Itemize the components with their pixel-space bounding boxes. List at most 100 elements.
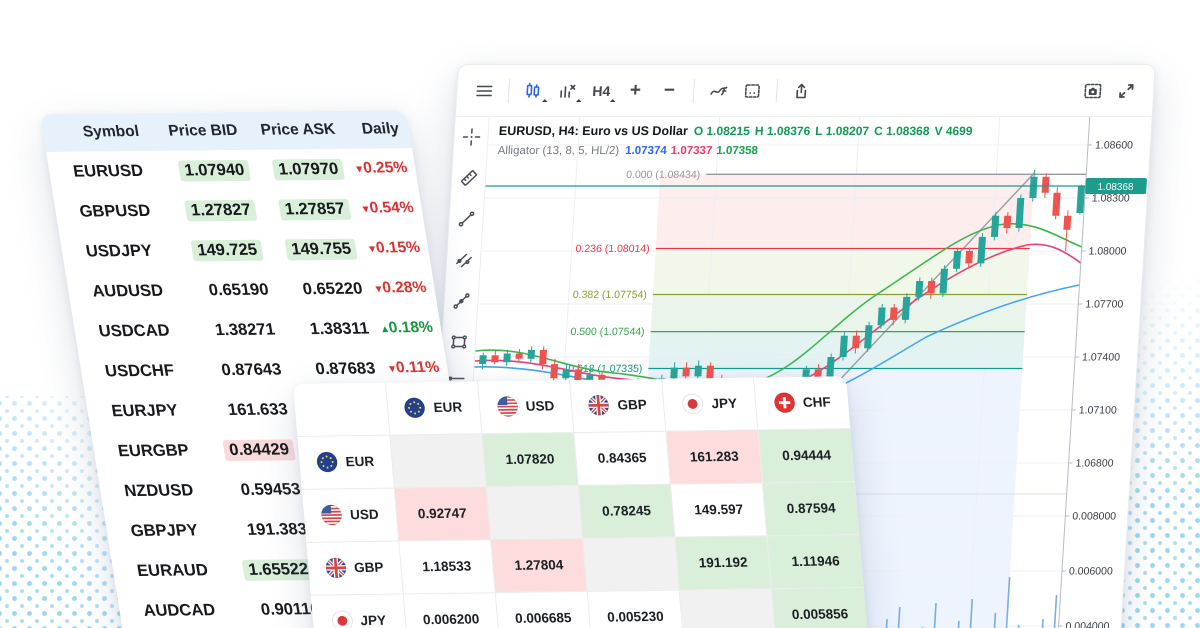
plus-icon: +	[629, 80, 642, 101]
crosshair-tool[interactable]	[458, 125, 483, 149]
quote-ask: 1.07970	[256, 158, 353, 181]
col-symbol: Symbol	[81, 122, 141, 141]
quote-row-AUDUSD[interactable]: AUDUSD 0.65190 0.65220 ▾0.28%	[65, 268, 437, 312]
matrix-cell[interactable]: 0.006200	[402, 592, 500, 628]
currency-code: CHF	[802, 394, 832, 411]
quote-symbol: USDJPY	[84, 241, 154, 261]
zoom-in-button[interactable]: +	[617, 74, 653, 108]
currency-code: JPY	[359, 612, 387, 628]
chart-type-button[interactable]	[515, 74, 551, 108]
fib-retracement[interactable]: 0.000 (1.08434) 0.236 (1.08014) 0.382 (1.0…	[568, 169, 1087, 375]
trendline-tool[interactable]	[453, 207, 478, 231]
matrix-cell[interactable]	[486, 485, 583, 540]
alligator-lips-value: 1.07358	[715, 145, 759, 157]
quote-row-USDJPY[interactable]: USDJPY 149.725 149.755 ▾0.15%	[59, 228, 431, 272]
eur-flag-icon	[404, 397, 426, 419]
matrix-row-GBP: GBP 1.18533 1.27804 191.192 1.11946	[306, 534, 864, 595]
matrix-col-USD: USD	[477, 380, 574, 434]
matrix-cell[interactable]: 1.07820	[481, 432, 579, 487]
zoom-out-button[interactable]: −	[651, 74, 687, 108]
indicator-remove-button[interactable]	[549, 74, 585, 108]
quote-symbol: NZDUSD	[122, 480, 195, 500]
matrix-cell[interactable]	[582, 536, 680, 591]
legend-o: O 1.08215	[693, 124, 751, 138]
svg-text:0.006000: 0.006000	[1069, 566, 1114, 578]
quote-ask: 1.38311	[308, 319, 371, 338]
matrix-cell[interactable]: 0.005230	[587, 589, 684, 628]
matrix-row-label-USD: USD	[301, 487, 399, 542]
currency-code: JPY	[710, 396, 738, 412]
matrix-cell[interactable]: 1.18533	[398, 539, 495, 594]
matrix-corner-cell	[293, 382, 390, 436]
function-curve-icon	[709, 86, 727, 95]
svg-text:0.008000: 0.008000	[1072, 511, 1117, 523]
svg-text:0.236 (1.08014): 0.236 (1.08014)	[575, 243, 650, 255]
quote-daily-change: ▾0.25%	[355, 159, 409, 177]
currency-matrix-table: EUR USD GBP JPY CHF EUR 1.07820 0.84365 161.283…	[293, 376, 869, 628]
legend-h: H 1.08376	[754, 124, 811, 138]
symbol-title: EURUSD, H4: Euro vs US Dollar	[498, 124, 689, 138]
currency-code: USD	[349, 506, 380, 523]
matrix-cell[interactable]: 0.006685	[494, 590, 592, 628]
quote-bid: 0.65190	[207, 280, 270, 299]
matrix-cell[interactable]: 161.283	[665, 429, 763, 484]
quote-symbol: AUDUSD	[90, 281, 165, 300]
quote-symbol: EURGBP	[116, 440, 190, 460]
polyline-tool[interactable]	[448, 289, 473, 313]
calendar-button[interactable]	[734, 74, 770, 108]
chart-legend: EURUSD, H4: Euro vs US Dollar O 1.08215 H …	[497, 121, 978, 161]
currency-code: USD	[525, 398, 555, 414]
hamburger-icon	[476, 85, 493, 96]
quote-ask: 149.755	[268, 238, 365, 260]
indicators-button[interactable]	[700, 74, 736, 108]
jpy-flag-icon	[331, 610, 353, 628]
matrix-row-label-EUR: EUR	[297, 434, 394, 489]
matrix-cell[interactable]: 1.27804	[490, 537, 588, 593]
menu-button[interactable]	[466, 74, 502, 108]
matrix-cell[interactable]: 0.87594	[762, 481, 860, 536]
svg-text:1.08600: 1.08600	[1095, 140, 1134, 152]
matrix-row-label-GBP: GBP	[306, 540, 403, 595]
quote-symbol: USDCAD	[97, 321, 171, 340]
quote-symbol: EURAUD	[135, 560, 210, 580]
ruler-tool[interactable]	[456, 166, 481, 190]
quote-daily-change: ▾0.11%	[387, 358, 441, 377]
svg-text:0.004000: 0.004000	[1065, 621, 1110, 628]
fullscreen-button[interactable]	[1108, 74, 1144, 108]
alligator-teeth-value: 1.07337	[670, 145, 713, 157]
matrix-cell[interactable]: 0.92747	[393, 486, 491, 541]
gbp-flag-icon	[588, 395, 610, 416]
matrix-cell[interactable]: 0.78245	[578, 483, 675, 538]
share-button[interactable]	[783, 74, 819, 108]
screenshot-button[interactable]	[1074, 74, 1110, 108]
toolbar-divider	[692, 78, 696, 103]
matrix-cell[interactable]	[389, 433, 487, 488]
matrix-cell[interactable]: 0.94444	[758, 428, 855, 483]
chart-toolbar: H4 + −	[455, 65, 1155, 117]
matrix-cell[interactable]: 191.192	[674, 535, 772, 590]
matrix-cell[interactable]: 0.005856	[771, 587, 869, 628]
quote-bid: 149.725	[172, 239, 271, 261]
legend-v: V 4699	[934, 124, 973, 138]
quote-symbol: USDCHF	[103, 361, 176, 380]
matrix-cell[interactable]: 1.11946	[766, 534, 864, 589]
timeframe-button[interactable]: H4	[583, 74, 619, 108]
calendar-icon	[744, 83, 760, 98]
matrix-cell[interactable]: 149.597	[670, 482, 767, 537]
quote-row-EURUSD[interactable]: EURUSD 1.07940 1.07970 ▾0.25%	[46, 148, 418, 192]
quote-daily-change: ▾0.15%	[367, 239, 422, 257]
rectangle-tool[interactable]	[446, 330, 471, 354]
quote-ask: 1.27857	[262, 198, 359, 220]
matrix-cell[interactable]	[679, 588, 776, 628]
quote-row-USDCAD[interactable]: USDCAD 1.38271 1.38311 ▴0.18%	[72, 308, 444, 352]
matrix-header-row: EUR USD GBP JPY CHF	[293, 376, 851, 436]
quote-symbol: EURUSD	[71, 161, 145, 181]
matrix-col-EUR: EUR	[385, 381, 482, 435]
matrix-cell[interactable]: 0.84365	[573, 430, 671, 486]
quote-row-GBPUSD[interactable]: GBPUSD 1.27827 1.27857 ▾0.54%	[52, 188, 424, 232]
usd-flag-icon	[496, 396, 519, 418]
matrix-row-USD: USD 0.92747 0.78245 149.597 0.87594	[301, 481, 860, 542]
parallel-channel-tool[interactable]	[451, 248, 476, 272]
matrix-row-label-JPY: JPY	[310, 593, 408, 628]
